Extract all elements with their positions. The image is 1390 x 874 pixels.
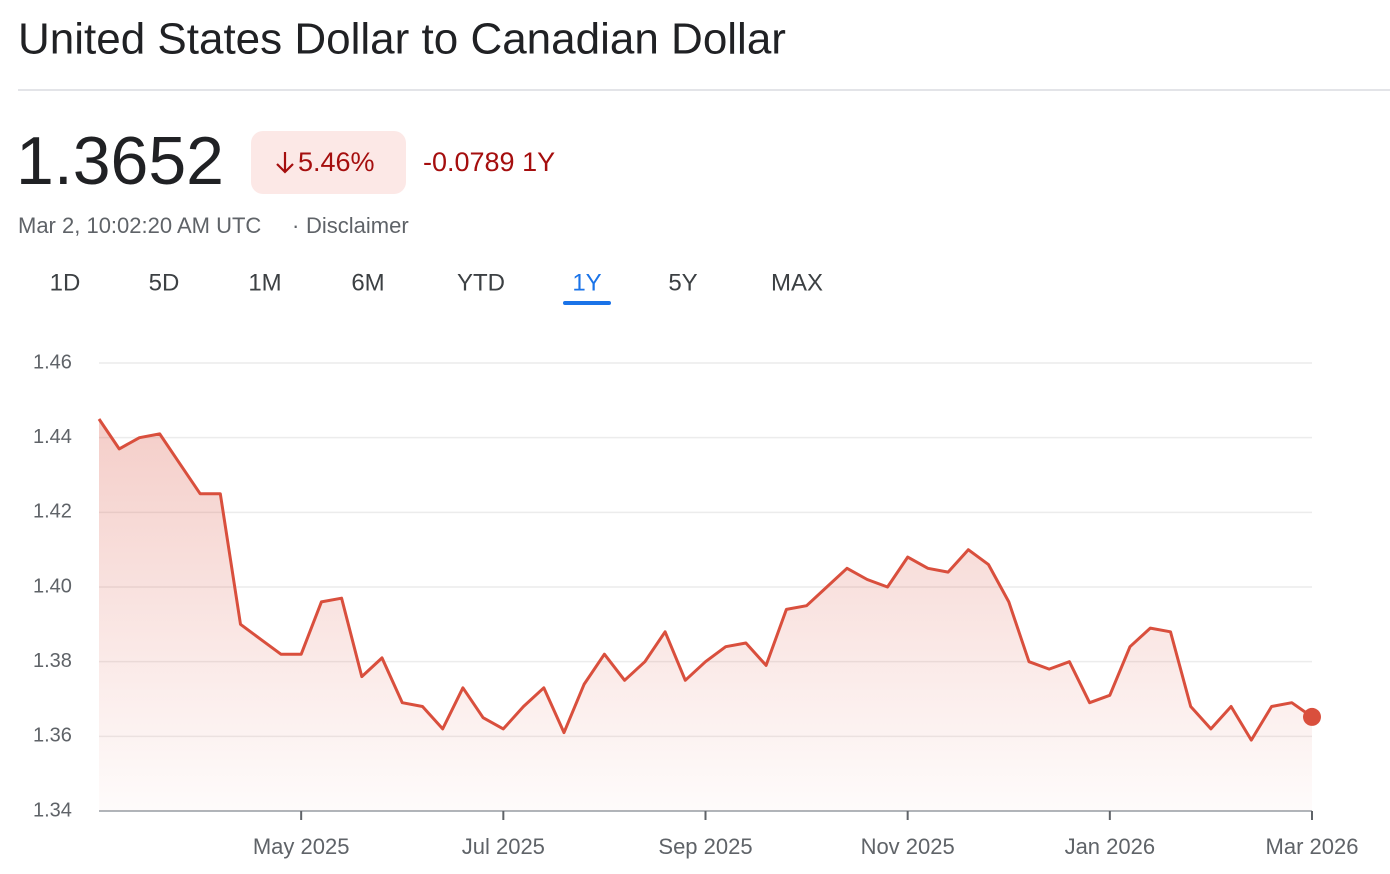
last-point bbox=[1303, 707, 1321, 726]
area bbox=[99, 419, 1312, 811]
range-tab[interactable]: MAX bbox=[771, 269, 823, 296]
change-percent: 5.46% bbox=[298, 147, 375, 177]
separator: · bbox=[292, 213, 299, 238]
price: 1.3652 bbox=[16, 123, 224, 199]
x-tick-label: May 2025 bbox=[253, 834, 350, 859]
y-tick-label: 1.46 bbox=[33, 351, 72, 373]
x-tick-label: Mar 2026 bbox=[1266, 834, 1359, 859]
active-tab-indicator bbox=[563, 301, 611, 305]
x-tick-label: Jan 2026 bbox=[1065, 834, 1156, 859]
title: United States Dollar to Canadian Dollar bbox=[18, 15, 786, 64]
disclaimer[interactable]: Disclaimer bbox=[306, 213, 409, 238]
y-tick-label: 1.40 bbox=[33, 575, 72, 597]
range-tab[interactable]: 5D bbox=[149, 269, 180, 296]
timestamp: Mar 2, 10:02:20 AM UTC bbox=[18, 213, 261, 238]
x-tick-label: Jul 2025 bbox=[462, 834, 545, 859]
range-tab[interactable]: 1M bbox=[248, 269, 281, 296]
change-badge bbox=[251, 131, 406, 194]
range-tab[interactable]: 1Y bbox=[572, 269, 601, 296]
y-tick-label: 1.38 bbox=[33, 650, 72, 672]
range-tab[interactable]: YTD bbox=[457, 269, 505, 296]
chart: 1.34 1.36 1.38 1.40 1.42 1.44 1.46 May 2025 Jul … bbox=[33, 351, 1358, 859]
y-tick-label: 1.42 bbox=[33, 501, 72, 523]
line bbox=[97, 418, 1313, 742]
y-tick-label: 1.34 bbox=[33, 799, 72, 821]
y-tick-label: 1.36 bbox=[33, 725, 72, 747]
range-tabs: 1D 5D 1M 6M YTD 1Y 5Y MAX bbox=[50, 269, 823, 305]
down-arrow bbox=[276, 152, 294, 174]
x-tick-label: Nov 2025 bbox=[861, 834, 955, 859]
range-tab[interactable]: 6M bbox=[351, 269, 384, 296]
change-amount: -0.0789 1Y bbox=[423, 147, 555, 177]
y-tick-label: 1.44 bbox=[33, 426, 72, 448]
x-tick-label: Sep 2025 bbox=[658, 834, 752, 859]
range-tab[interactable]: 5Y bbox=[668, 269, 697, 296]
range-tab[interactable]: 1D bbox=[50, 269, 81, 296]
